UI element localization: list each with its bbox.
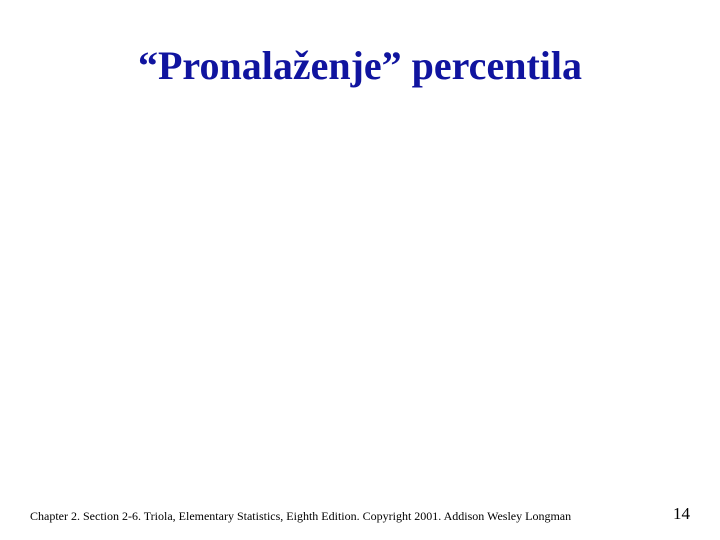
page-number: 14: [673, 504, 690, 524]
slide-title: “Pronalaženje” percentila: [0, 42, 720, 89]
footer-citation: Chapter 2. Section 2-6. Triola, Elementa…: [30, 509, 571, 524]
slide: “Pronalaženje” percentila Chapter 2. Sec…: [0, 0, 720, 540]
